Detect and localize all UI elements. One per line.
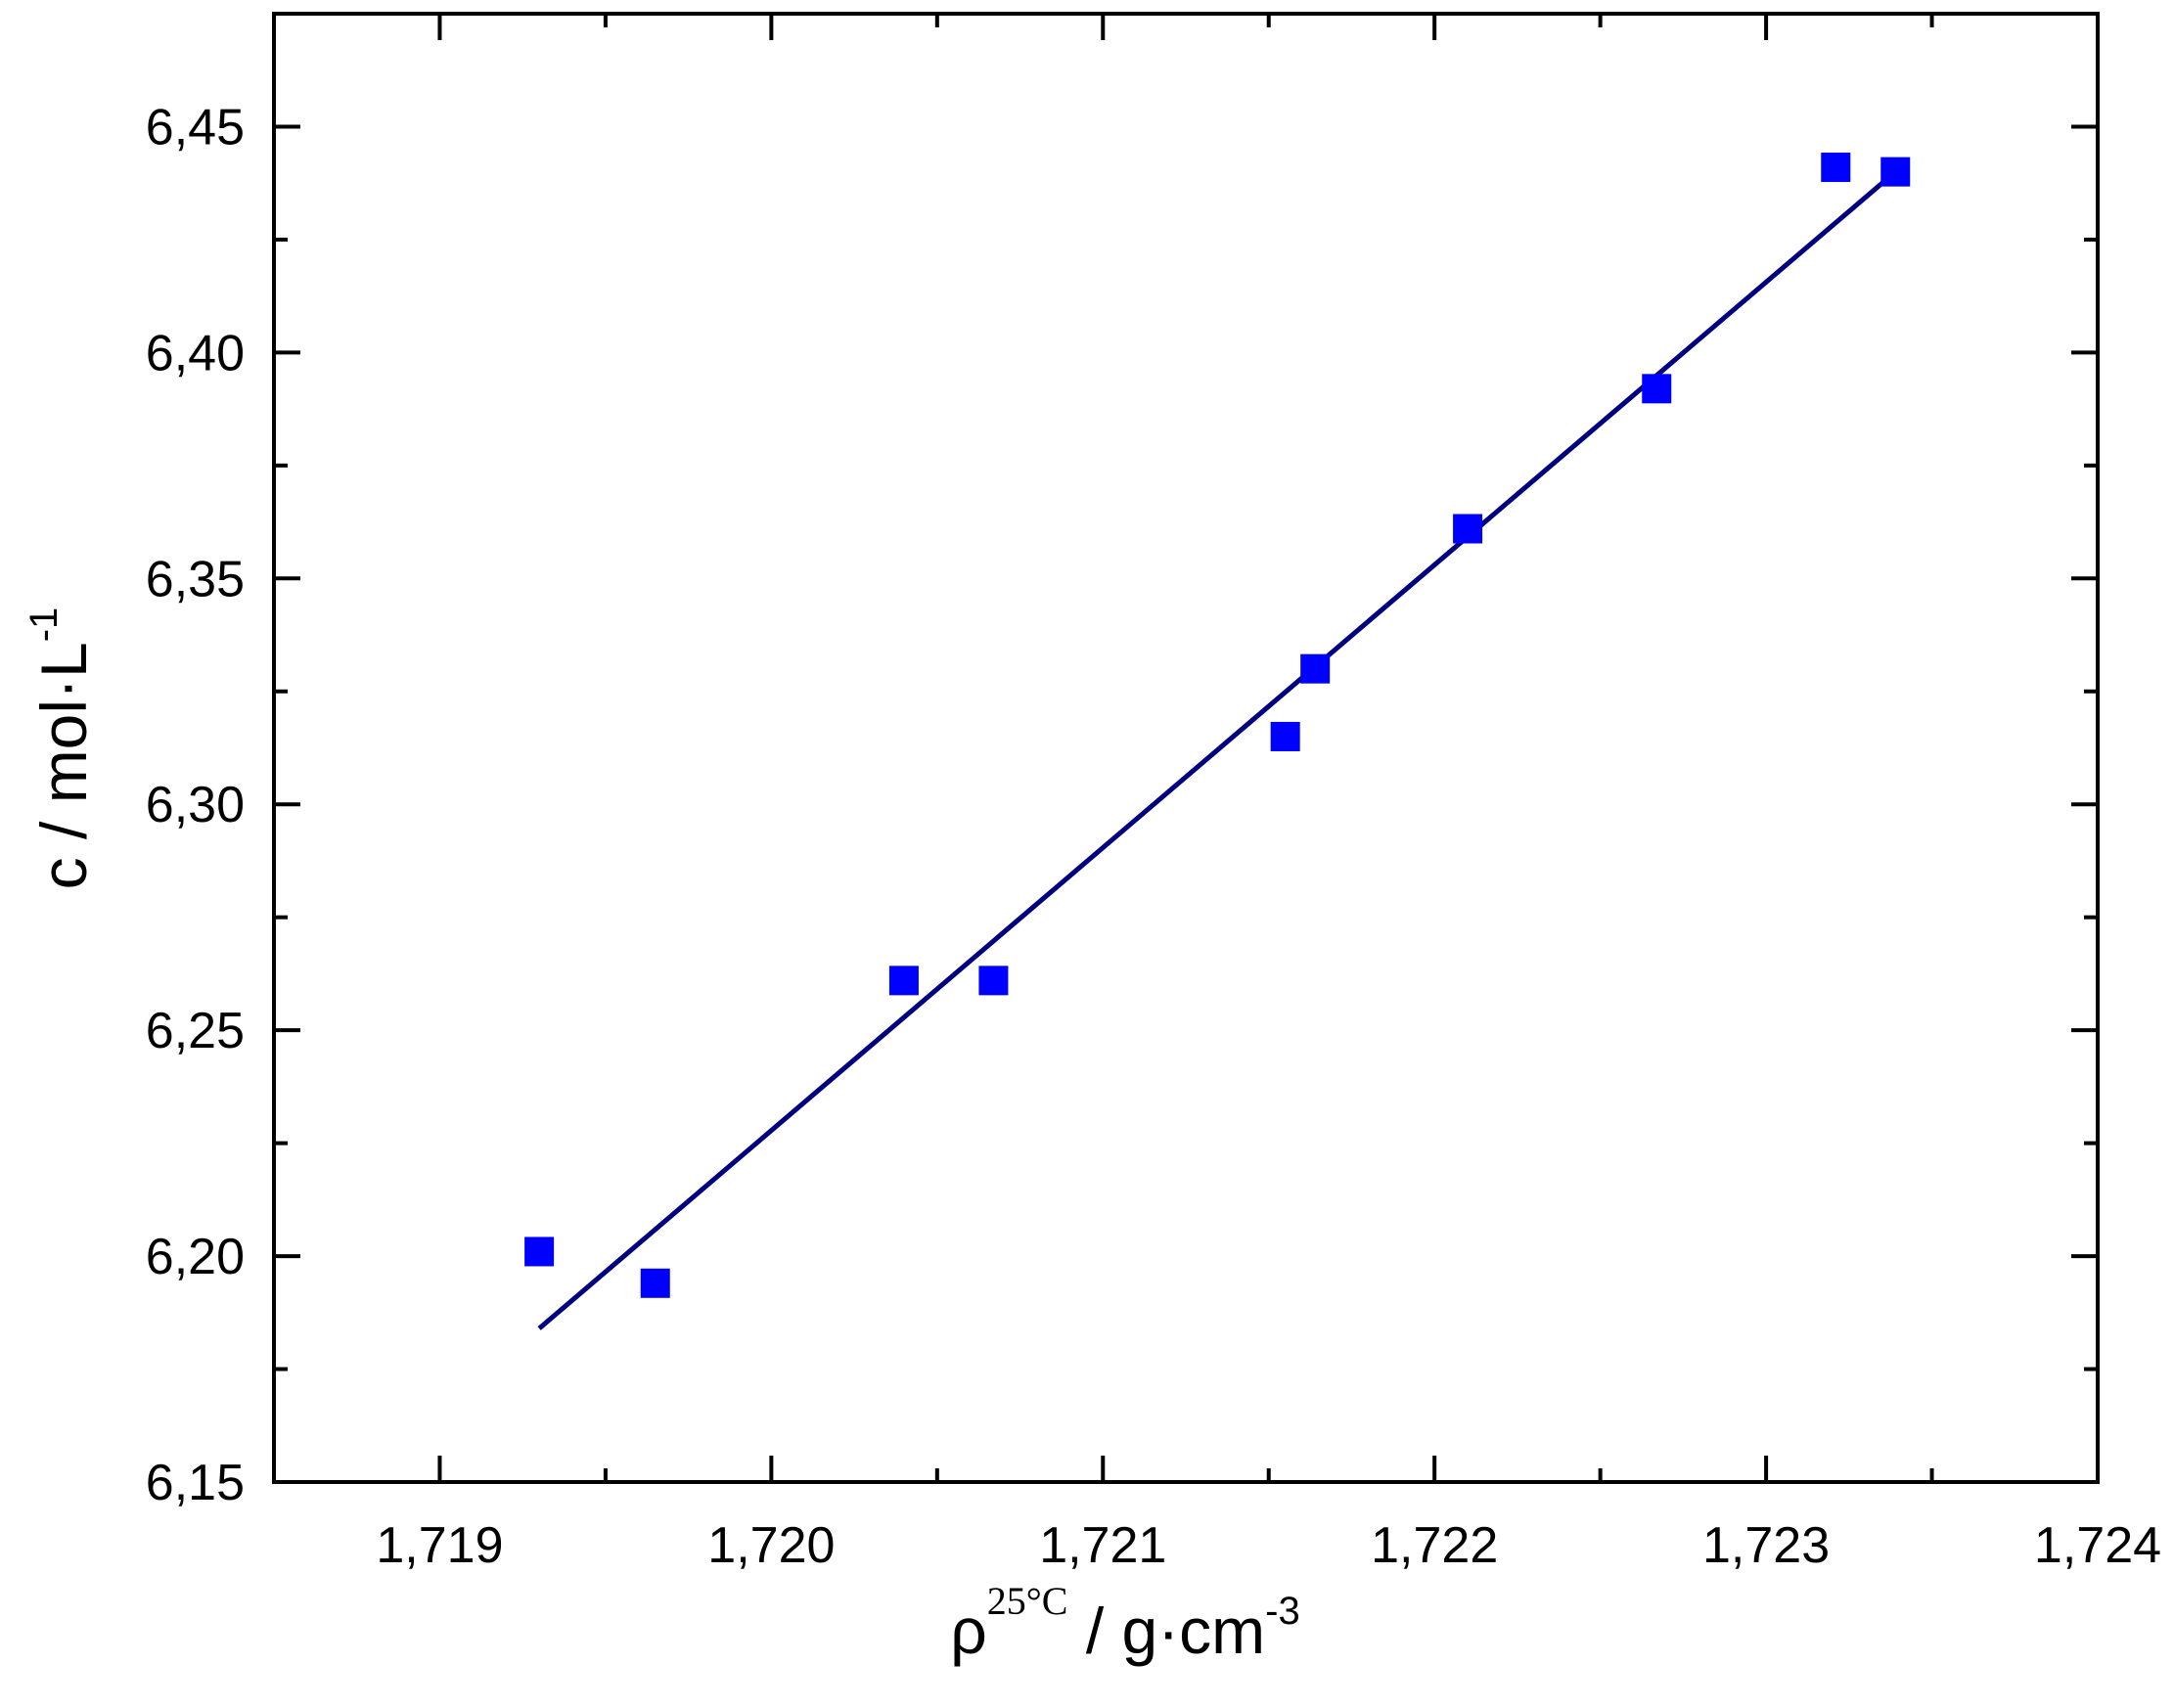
x-tick-label: 1,721 (1039, 1517, 1166, 1574)
data-point (1270, 721, 1300, 751)
y-axis-label: c / mol·L-1 (23, 607, 100, 890)
x-tick-label: 1,724 (2034, 1517, 2161, 1574)
data-point (1821, 153, 1851, 183)
y-tick-labels: 6,15 6,20 6,25 6,30 6,35 6,40 6,45 (146, 99, 245, 1511)
data-point (1453, 514, 1483, 544)
x-tick-label: 1,722 (1371, 1517, 1498, 1574)
major-ticks (274, 14, 2100, 1484)
x-axis-label: ρ25°C / g·cm-3 (950, 1579, 1300, 1667)
fit-line (537, 169, 1897, 1330)
y-tick-label: 6,40 (146, 325, 245, 382)
x-tick-label: 1,720 (707, 1517, 835, 1574)
data-point (1642, 374, 1672, 404)
x-tick-labels: 1,719 1,720 1,721 1,722 1,723 1,724 (376, 1517, 2161, 1574)
y-tick-label: 6,35 (146, 551, 245, 607)
data-point (640, 1268, 670, 1298)
data-point (1880, 157, 1911, 187)
x-tick-label: 1,719 (376, 1517, 503, 1574)
y-tick-label: 6,20 (146, 1229, 245, 1285)
data-point (888, 966, 919, 996)
y-tick-label: 6,15 (146, 1455, 245, 1511)
data-point (1300, 653, 1331, 684)
series-layer (524, 153, 1911, 1330)
data-point (524, 1236, 555, 1267)
plot-frame (272, 12, 2100, 1484)
data-point (978, 966, 1009, 996)
y-tick-label: 6,25 (146, 1003, 245, 1059)
y-tick-label: 6,30 (146, 777, 245, 833)
minor-ticks (274, 14, 2098, 1482)
y-tick-label: 6,45 (146, 99, 245, 156)
x-tick-label: 1,723 (1702, 1517, 1830, 1574)
